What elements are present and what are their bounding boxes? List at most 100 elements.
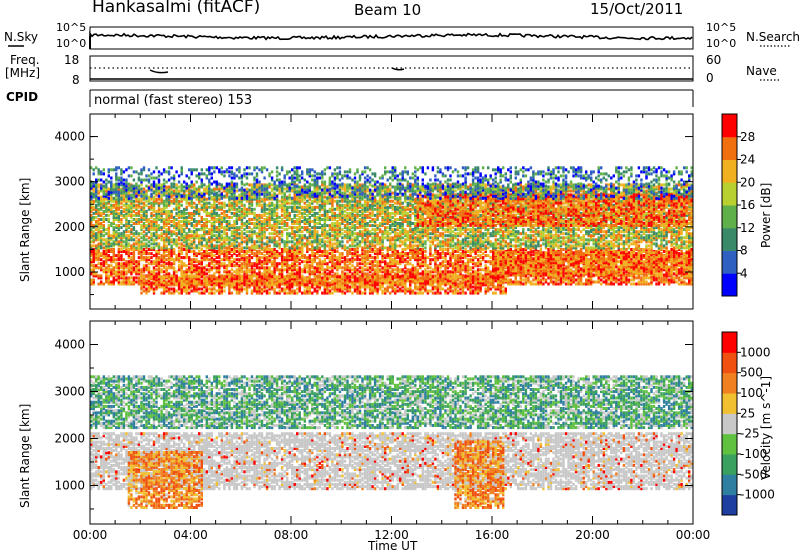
power-echo-cell — [427, 264, 429, 267]
power-echo-cell — [98, 208, 100, 211]
power-echo-cell — [655, 283, 657, 286]
power-echo-cell — [547, 251, 549, 254]
power-echo-cell — [374, 250, 376, 253]
power-echo-cell — [485, 288, 487, 291]
power-echo-cell — [198, 275, 200, 278]
power-echo-cell — [304, 283, 306, 286]
power-echo-cell — [552, 281, 554, 284]
power-echo-cell — [256, 250, 258, 253]
power-echo-cell — [645, 274, 647, 277]
power-echo-cell — [316, 262, 318, 265]
power-echo-cell — [613, 276, 615, 279]
power-echo-cell — [314, 288, 316, 291]
power-echo-cell — [145, 250, 147, 253]
power-echo-cell — [271, 260, 273, 263]
power-echo-cell — [178, 264, 180, 267]
power-echo-cell — [454, 250, 456, 253]
power-echo-cell — [640, 276, 642, 279]
power-echo-cell — [170, 288, 172, 291]
power-echo-cell — [686, 261, 688, 264]
power-echo-cell — [304, 254, 306, 257]
power-echo-cell — [243, 279, 245, 282]
power-echo-cell — [540, 279, 542, 282]
power-echo-cell — [412, 275, 414, 278]
power-echo-cell — [278, 283, 280, 286]
power-echo-cell — [95, 216, 97, 219]
power-echo-cell — [211, 288, 213, 291]
power-echo-cell — [495, 267, 497, 270]
power-echo-cell — [381, 275, 383, 278]
power-echo-cell — [686, 257, 688, 260]
power-echo-cell — [231, 254, 233, 257]
power-echo-cell — [366, 266, 368, 269]
power-echo-cell — [452, 279, 454, 282]
power-echo-cell — [311, 258, 313, 261]
power-echo-cell — [635, 276, 637, 279]
power-echo-cell — [495, 279, 497, 282]
power-echo-cell — [289, 279, 291, 282]
power-echo-cell — [213, 275, 215, 278]
power-echo-cell — [344, 281, 346, 284]
power-echo-cell — [376, 248, 378, 251]
power-echo-cell — [384, 260, 386, 263]
power-echo-cell — [532, 253, 534, 256]
power-echo-cell — [135, 276, 137, 279]
power-echo-cell — [613, 253, 615, 256]
power-echo-cell — [397, 290, 399, 293]
power-echo-cell — [437, 250, 439, 253]
power-echo-cell — [158, 275, 160, 278]
power-echo-cell — [115, 258, 117, 261]
power-echo-cell — [467, 277, 469, 280]
power-echo-cell — [236, 275, 238, 278]
power-echo-cell — [336, 256, 338, 259]
power-echo-cell — [191, 258, 193, 261]
power-echo-cell — [570, 269, 572, 272]
power-echo-cell — [429, 290, 431, 293]
power-echo-cell — [213, 258, 215, 261]
power-echo-cell — [266, 281, 268, 284]
power-echo-cell — [258, 250, 260, 253]
power-echo-cell — [118, 262, 120, 265]
power-echo-cell — [201, 252, 203, 255]
power-echo-cell — [108, 214, 110, 217]
power-echo-cell — [289, 283, 291, 286]
power-echo-cell — [294, 283, 296, 286]
power-echo-cell — [311, 270, 313, 273]
power-echo-cell — [175, 290, 177, 293]
power-echo-cell — [296, 281, 298, 284]
power-echo-cell — [628, 274, 630, 277]
power-echo-cell — [296, 288, 298, 291]
power-echo-cell — [419, 262, 421, 265]
power-echo-cell — [314, 283, 316, 286]
power-echo-cell — [140, 281, 142, 284]
power-echo-cell — [253, 262, 255, 265]
power-echo-cell — [412, 290, 414, 293]
power-echo-cell — [419, 248, 421, 251]
power-echo-cell — [429, 266, 431, 269]
power-echo-cell — [660, 274, 662, 277]
power-echo-cell — [273, 275, 275, 278]
power-echo-cell — [226, 275, 228, 278]
power-echo-cell — [196, 275, 198, 278]
power-echo-cell — [500, 274, 502, 277]
power-echo-cell — [316, 290, 318, 293]
power-echo-cell — [502, 251, 504, 254]
power-echo-cell — [688, 259, 690, 262]
power-echo-cell — [281, 275, 283, 278]
power-echo-cell — [238, 275, 240, 278]
power-echo-cell — [356, 286, 358, 289]
power-echo-cell — [233, 283, 235, 286]
power-echo-cell — [103, 250, 105, 253]
power-echo-cell — [278, 262, 280, 265]
power-echo-cell — [228, 275, 230, 278]
power-echo-cell — [545, 259, 547, 262]
power-echo-cell — [93, 200, 95, 203]
power-echo-cell — [648, 253, 650, 256]
power-echo-cell — [404, 248, 406, 251]
power-echo-cell — [542, 269, 544, 272]
power-echo-cell — [281, 288, 283, 291]
power-echo-cell — [309, 275, 311, 278]
power-echo-cell — [115, 262, 117, 265]
power-echo-cell — [600, 279, 602, 282]
power-echo-cell — [610, 274, 612, 277]
